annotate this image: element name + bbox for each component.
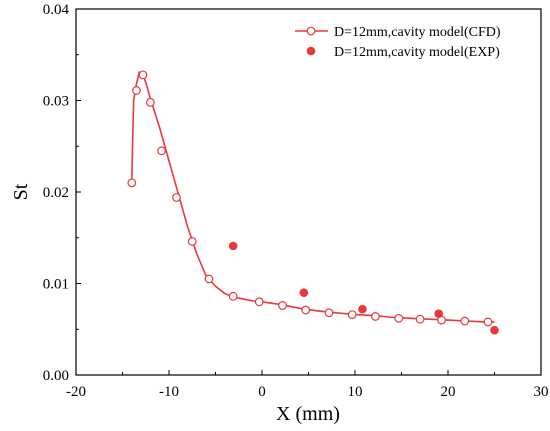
legend: D=12mm,cavity model(CFD) D=12mm,cavity m…	[295, 25, 501, 60]
x-tick-label: 30	[534, 384, 549, 400]
y-tick-label: 0.00	[43, 368, 69, 384]
cfd-data-point	[204, 274, 214, 284]
cfd-data-point	[460, 316, 470, 326]
cfd-data-point	[324, 308, 334, 318]
cfd-data-point	[278, 301, 287, 310]
cfd-data-point	[145, 97, 155, 107]
axis-ticks: -20 -10 0 10 20 30 0.00 0.01 0.02 0.03 0.04	[43, 2, 549, 400]
exp-data-point	[358, 304, 367, 314]
x-tick-label: 10	[348, 384, 363, 400]
cfd-data-point	[132, 86, 141, 95]
cfd-data-point	[347, 310, 357, 320]
cfd-data-point	[483, 317, 493, 327]
cfd-series-line	[131, 71, 495, 323]
plot-frame	[75, 8, 542, 376]
y-tick-label: 0.04	[43, 2, 70, 18]
exp-data-point	[490, 325, 499, 335]
x-tick-label: 20	[441, 384, 456, 400]
exp-data-point	[228, 241, 238, 251]
cfd-data-point	[187, 237, 197, 246]
x-tick-label: -10	[159, 384, 179, 400]
y-axis-title: St	[10, 183, 32, 200]
x-axis-title: X (mm)	[276, 403, 340, 425]
cfd-data-point	[172, 193, 181, 202]
x-tick-label: 0	[258, 384, 266, 400]
series-layer	[127, 70, 499, 335]
legend-exp-label: D=12mm,cavity model(EXP)	[334, 45, 500, 60]
cfd-data-point	[301, 305, 311, 315]
y-tick-label: 0.01	[43, 277, 69, 293]
cfd-data-point	[394, 313, 404, 323]
cfd-data-point	[228, 291, 238, 301]
x-tick-label: -20	[66, 384, 86, 400]
cfd-data-point	[127, 178, 137, 188]
y-tick-label: 0.02	[43, 185, 69, 201]
cfd-data-point	[415, 314, 425, 324]
exp-data-point	[299, 288, 309, 297]
cfd-data-point	[254, 297, 264, 307]
y-tick-label: 0.03	[43, 94, 69, 110]
legend-cfd-marker	[306, 26, 316, 36]
legend-exp-marker	[306, 46, 316, 56]
cfd-data-point	[138, 70, 148, 80]
legend-cfd-label: D=12mm,cavity model(CFD)	[334, 25, 501, 40]
exp-data-point	[434, 309, 444, 318]
cfd-data-point	[157, 146, 166, 156]
cfd-data-point	[371, 312, 380, 321]
